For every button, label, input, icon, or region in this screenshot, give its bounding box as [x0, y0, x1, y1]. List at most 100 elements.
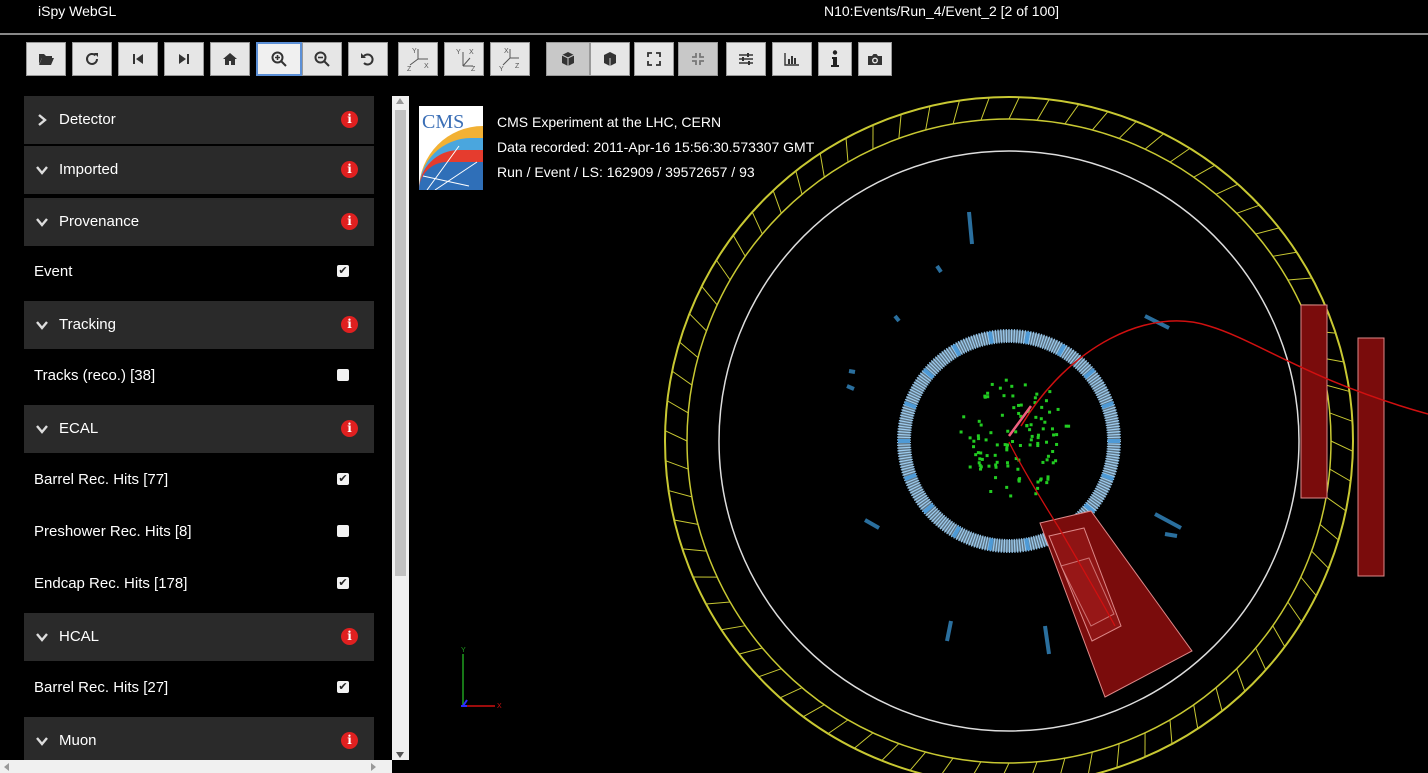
axis-z-label: Z: [515, 63, 520, 70]
bar-chart-icon: [784, 53, 799, 66]
section-ecal[interactable]: ECAL i: [24, 405, 374, 453]
scroll-left-arrow-icon[interactable]: [4, 763, 9, 771]
item-tracks-reco: Tracks (reco.) [38]: [24, 352, 374, 400]
item-label: Tracks (reco.) [38]: [34, 367, 156, 384]
info-button[interactable]: [818, 42, 852, 76]
zoom-in-button[interactable]: [256, 42, 302, 76]
settings-button[interactable]: [726, 42, 766, 76]
axis-x-label: X: [469, 49, 474, 56]
info-circle-icon[interactable]: i: [341, 161, 358, 178]
ecal-barrel-checkbox[interactable]: ✔: [337, 472, 349, 485]
axis-y-label: Y: [456, 49, 461, 56]
hcal-barrel-checkbox[interactable]: ✔: [337, 680, 349, 693]
exit-fullscreen-button[interactable]: [678, 42, 718, 76]
orthographic-button[interactable]: [590, 42, 630, 76]
folder-open-icon: [39, 54, 54, 65]
hcal-deposits: [1039, 304, 1385, 698]
item-label: Preshower Rec. Hits [8]: [34, 523, 192, 540]
preshower-checkbox[interactable]: [337, 525, 349, 537]
compress-icon: [692, 53, 704, 65]
zoom-out-icon: [314, 51, 330, 67]
table-view-button[interactable]: [772, 42, 812, 76]
sidebar-horizontal-scrollbar[interactable]: [0, 760, 392, 773]
axes-xyz-icon: X Y Z: [499, 48, 520, 72]
zoom-out-button[interactable]: [302, 42, 342, 76]
event-display-viewport[interactable]: CMS CMS Experiment at the LHC, CERN Data…: [409, 96, 1428, 773]
previous-event-button[interactable]: [118, 42, 158, 76]
toolbar: Y Z X Y X Z X Y Z: [0, 36, 1428, 96]
info-circle-icon[interactable]: i: [341, 213, 358, 230]
info-circle-icon[interactable]: i: [341, 316, 358, 333]
next-event-button[interactable]: [164, 42, 204, 76]
run-event-ls-label: Run / Event / LS: 162909 / 39572657 / 93: [497, 164, 755, 180]
scroll-right-arrow-icon[interactable]: [371, 763, 376, 771]
view-3d-axes-button[interactable]: Y Z X: [398, 42, 438, 76]
section-label: Provenance: [59, 213, 140, 230]
section-label: ECAL: [59, 420, 99, 437]
section-label: HCAL: [59, 628, 100, 645]
event-checkbox[interactable]: ✔: [337, 264, 349, 277]
perspective-button[interactable]: [546, 42, 590, 76]
section-provenance[interactable]: Provenance i: [24, 198, 374, 246]
chevron-down-icon: [36, 166, 48, 175]
screenshot-button[interactable]: [858, 42, 892, 76]
sidebar-vertical-scrollbar[interactable]: [392, 96, 409, 760]
expand-icon: [647, 52, 661, 66]
cms-logo-text: CMS: [422, 111, 464, 133]
orientation-axes: Y X: [461, 647, 502, 710]
info-circle-icon[interactable]: i: [341, 420, 358, 437]
item-endcap-rec-hits: Endcap Rec. Hits [178] ✔: [24, 560, 374, 608]
chevron-down-icon: [36, 425, 48, 434]
chevron-down-icon: [36, 737, 48, 746]
reset-rotation-button[interactable]: [348, 42, 388, 76]
reload-button[interactable]: [72, 42, 112, 76]
home-icon: [223, 53, 237, 65]
tracker-hits: [959, 378, 1071, 498]
section-detector[interactable]: Detector i: [24, 96, 374, 144]
info-circle-icon[interactable]: i: [341, 732, 358, 749]
app-title: iSpy WebGL: [38, 3, 117, 19]
open-file-button[interactable]: [26, 42, 66, 76]
view-rz-button[interactable]: Y X Z: [444, 42, 484, 76]
undo-icon: [361, 53, 374, 66]
item-label: Barrel Rec. Hits [27]: [34, 679, 169, 696]
axis-y-label: Y: [461, 647, 466, 654]
chevron-down-icon: [36, 321, 48, 330]
item-hcal-barrel-rec-hits: Barrel Rec. Hits [27] ✔: [24, 664, 374, 712]
section-muon[interactable]: Muon i: [24, 717, 374, 765]
view-rphi-button[interactable]: X Y Z: [490, 42, 530, 76]
axis-x-label: X: [504, 48, 509, 55]
step-backward-icon: [133, 54, 143, 64]
fullscreen-button[interactable]: [634, 42, 674, 76]
section-hcal[interactable]: HCAL i: [24, 613, 374, 661]
scroll-down-arrow-icon[interactable]: [396, 752, 404, 758]
data-recorded-label: Data recorded: 2011-Apr-16 15:56:30.5733…: [497, 139, 815, 155]
axis-x-label: X: [424, 63, 429, 70]
info-circle-icon[interactable]: i: [341, 111, 358, 128]
axis-z-label: Z: [471, 66, 476, 72]
scroll-up-arrow-icon[interactable]: [396, 98, 404, 104]
inner-black-circle: [718, 150, 1300, 732]
tracks-reco-checkbox[interactable]: [337, 369, 349, 381]
title-bar: iSpy WebGL N10:Events/Run_4/Event_2 [2 o…: [0, 0, 1428, 36]
endcap-checkbox[interactable]: ✔: [337, 576, 349, 589]
sliders-icon: [739, 53, 753, 65]
axis-x-label: X: [497, 703, 502, 710]
axis-y-label: Y: [499, 66, 504, 72]
item-ecal-barrel-rec-hits: Barrel Rec. Hits [77] ✔: [24, 456, 374, 504]
experiment-label: CMS Experiment at the LHC, CERN: [497, 114, 722, 130]
ecal-ring: [897, 329, 1121, 553]
home-view-button[interactable]: [210, 42, 250, 76]
axes-yxz-icon: Y X Z: [456, 49, 476, 72]
section-label: Detector: [59, 111, 116, 128]
section-imported[interactable]: Imported i: [24, 146, 374, 194]
item-label: Endcap Rec. Hits [178]: [34, 575, 188, 592]
scrollbar-thumb[interactable]: [395, 110, 406, 576]
section-tracking[interactable]: Tracking i: [24, 301, 374, 349]
info-circle-icon[interactable]: i: [341, 628, 358, 645]
event-display-scene[interactable]: [409, 96, 1428, 773]
axis-y-label: Y: [412, 48, 417, 55]
cms-logo: CMS: [419, 106, 483, 190]
section-label: Tracking: [59, 316, 116, 333]
muon-segments: [664, 96, 1354, 773]
